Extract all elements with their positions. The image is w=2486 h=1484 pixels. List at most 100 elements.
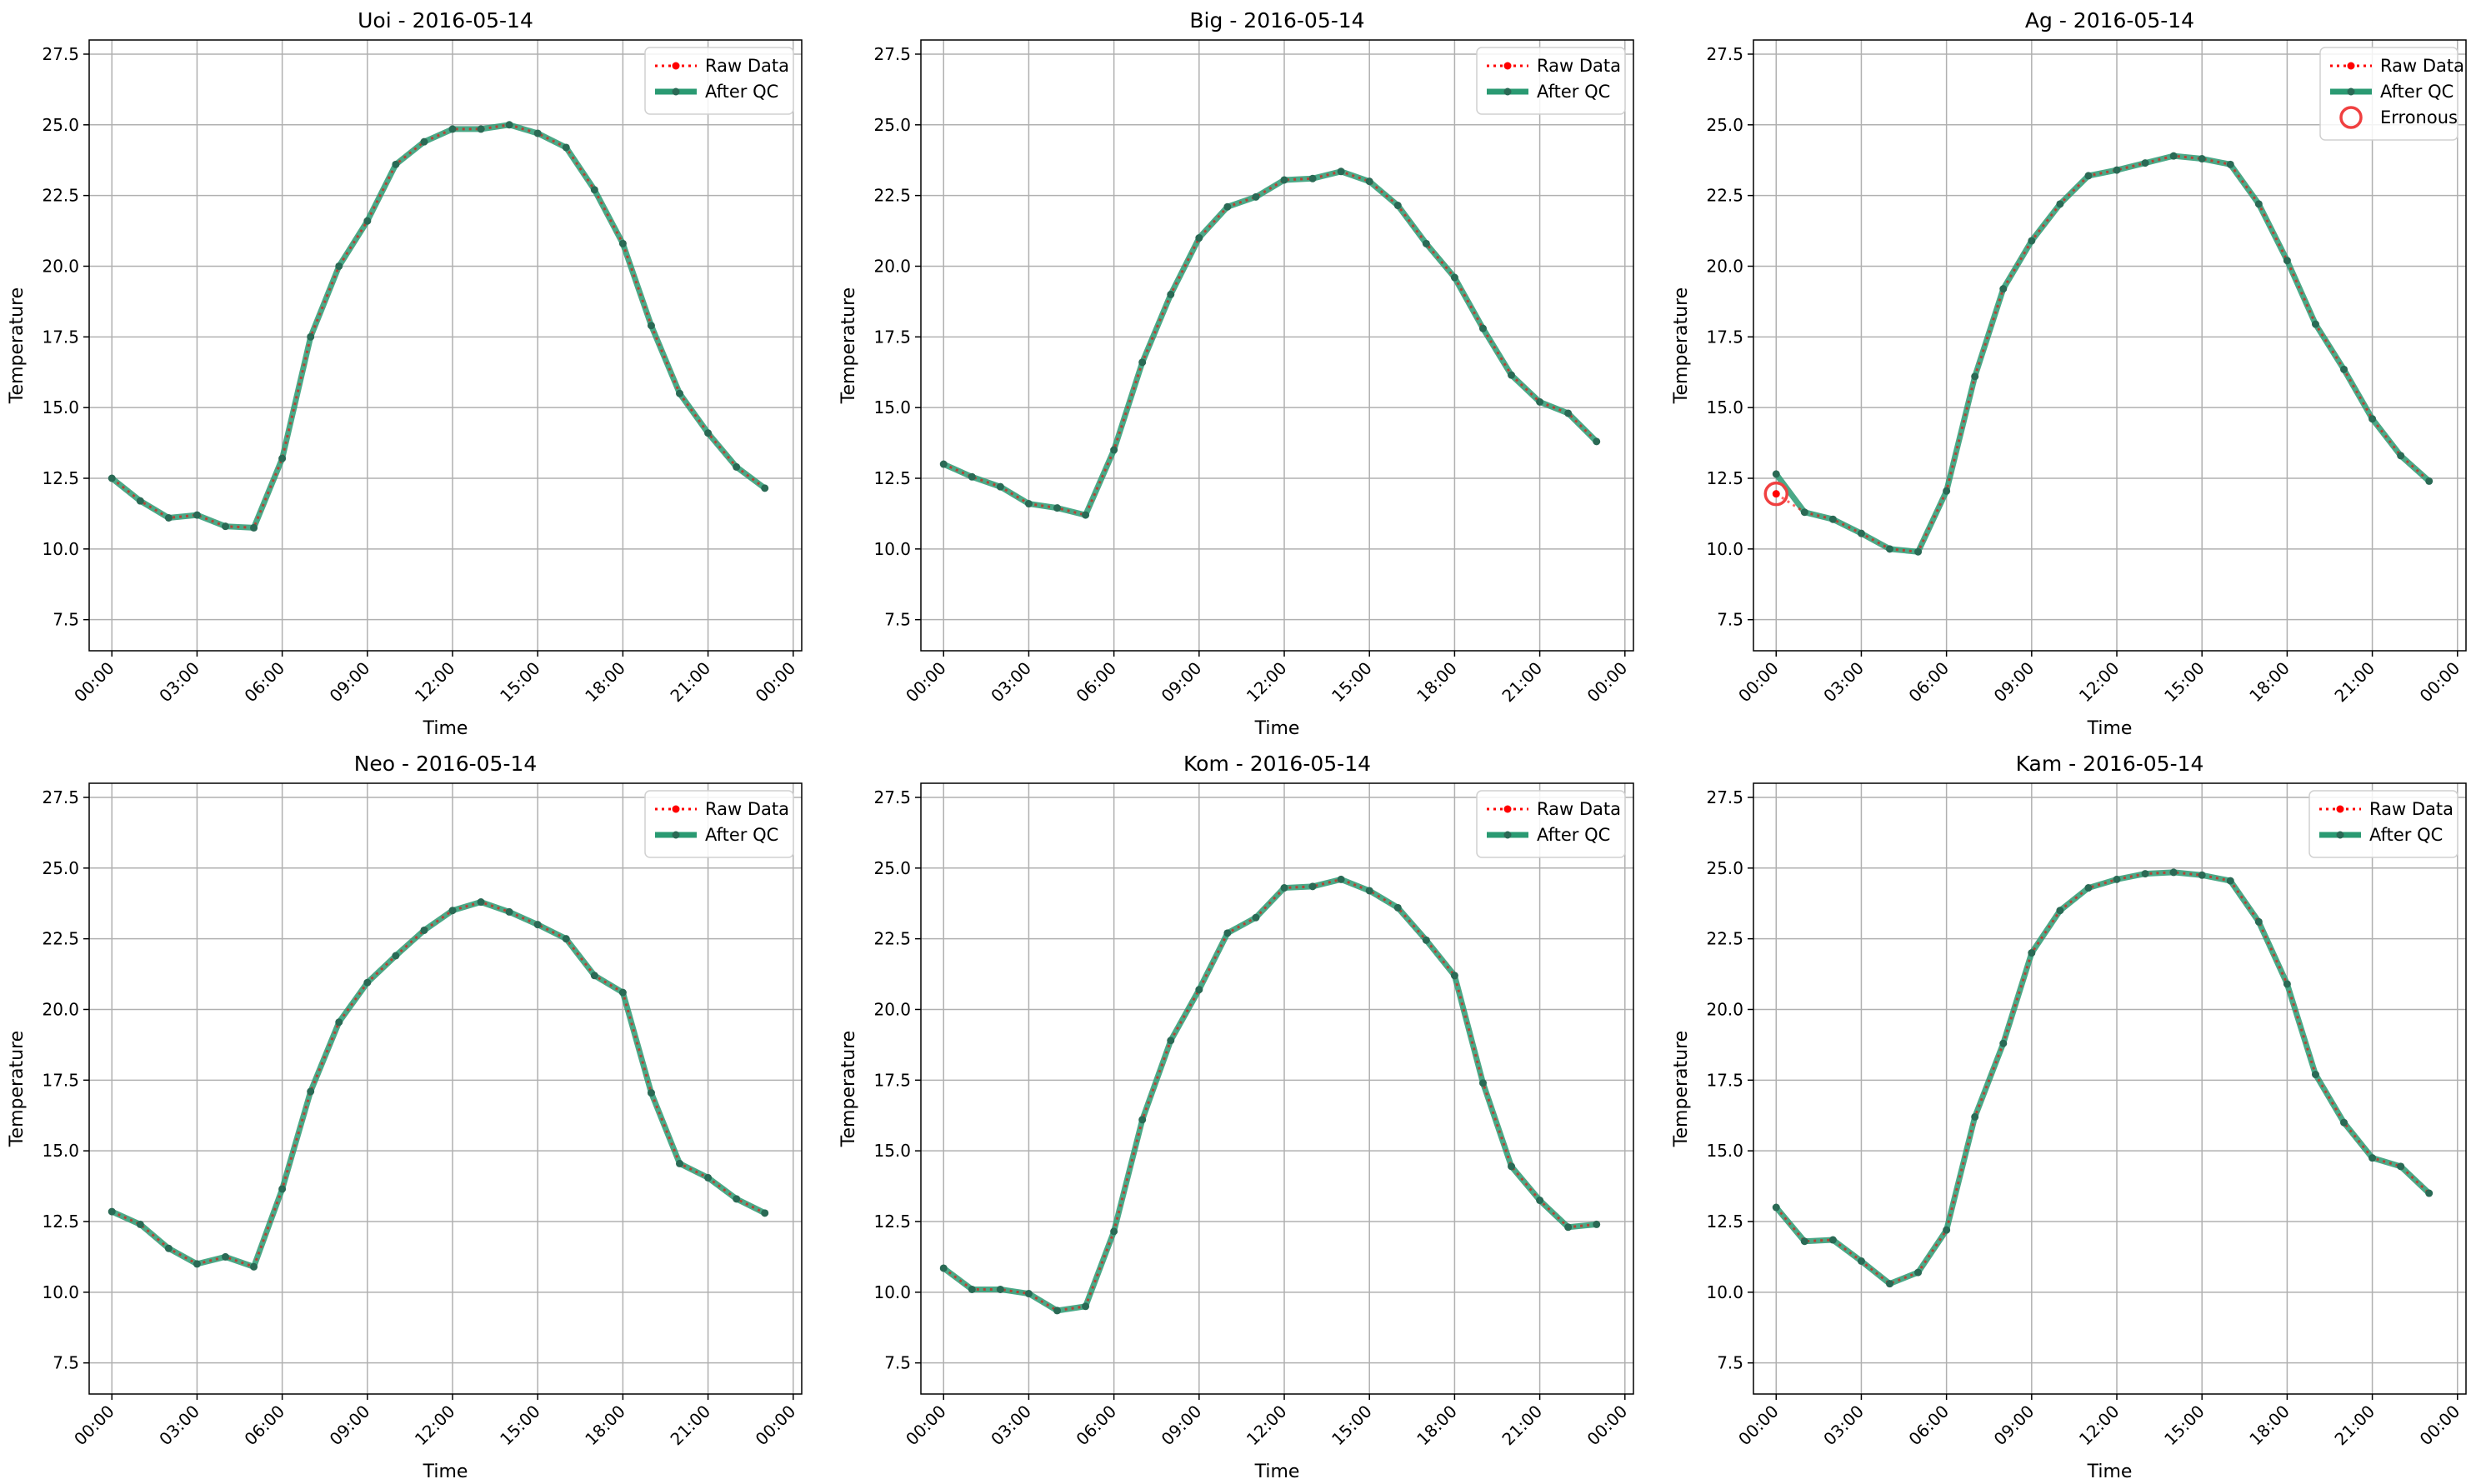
after-qc-point: [335, 1018, 343, 1027]
x-tick-label: 15:00: [2160, 1402, 2208, 1450]
x-tick-label: 12:00: [411, 1402, 459, 1450]
y-axis-label: Temperature: [838, 1031, 859, 1147]
after-qc-point: [2311, 320, 2319, 328]
after-qc-point: [2397, 1162, 2405, 1171]
after-qc-point: [2340, 1118, 2348, 1127]
after-qc-point: [1772, 1203, 1780, 1212]
after-qc-point: [533, 129, 542, 137]
legend-qc-marker: [2347, 87, 2355, 96]
after-qc-point: [562, 143, 570, 152]
x-tick-label: 06:00: [240, 658, 288, 707]
legend-label: Raw Data: [2369, 799, 2453, 819]
legend-label: After QC: [705, 825, 778, 845]
y-tick-label: 10.0: [1706, 1282, 1743, 1302]
plot-frame: [920, 782, 1634, 1395]
after-qc-point: [1450, 972, 1458, 980]
after-qc-point: [448, 125, 457, 133]
after-qc-point: [2056, 200, 2064, 208]
after-qc-point: [1024, 1290, 1033, 1298]
after-qc-point: [1943, 487, 1951, 495]
after-qc-line: [1773, 152, 2432, 555]
chart-title: Kam - 2016-05-14: [2016, 752, 2204, 776]
after-qc-point: [2226, 160, 2234, 168]
raw-data-line: [111, 123, 766, 529]
after-qc-point: [2368, 415, 2377, 423]
y-tick-label: 20.0: [1706, 256, 1743, 276]
x-tick-label: 03:00: [155, 1402, 203, 1450]
legend-raw-marker: [2347, 62, 2355, 70]
x-axis-label: Time: [1254, 1462, 1300, 1482]
legend-qc-marker: [672, 87, 680, 96]
y-tick-label: 27.5: [42, 44, 79, 64]
after-qc-point: [1593, 1220, 1601, 1228]
after-qc-point: [193, 1260, 201, 1268]
y-tick-label: 10.0: [42, 539, 79, 559]
raw-data-line: [1775, 154, 2430, 553]
y-axis-label: Temperature: [1671, 1031, 1692, 1147]
legend-box: [1476, 790, 1626, 858]
after-qc-point: [1195, 986, 1203, 994]
y-tick-label: 17.5: [42, 327, 79, 347]
after-qc-point: [996, 1285, 1004, 1293]
x-axis-label: Time: [2087, 1462, 2133, 1482]
after-qc-point: [108, 1207, 116, 1216]
x-tick-label: 00:00: [1734, 1402, 1783, 1450]
y-tick-label: 15.0: [1706, 397, 1743, 417]
after-qc-point: [590, 186, 598, 194]
legend-raw-marker: [2336, 805, 2344, 813]
x-tick-label: 00:00: [902, 1402, 950, 1450]
after-qc-point: [250, 1262, 258, 1271]
after-qc-point: [1886, 1280, 1894, 1288]
x-tick-label: 09:00: [1158, 658, 1206, 707]
after-qc-point: [761, 484, 769, 492]
plot-frame: [88, 782, 803, 1395]
after-qc-point: [420, 926, 428, 934]
after-qc-point: [647, 322, 655, 330]
y-tick-label: 15.0: [42, 397, 79, 417]
after-qc-point: [1886, 545, 1894, 553]
after-qc-point: [2311, 1071, 2319, 1079]
after-qc-point: [420, 137, 428, 146]
x-tick-label: 00:00: [70, 658, 118, 707]
x-tick-label: 21:00: [666, 1402, 714, 1450]
y-tick-label: 25.0: [42, 858, 79, 878]
legend-label: Raw Data: [705, 799, 789, 819]
after-qc-point: [1943, 1226, 1951, 1234]
legend: Raw Data After QC Erronous: [2319, 47, 2464, 141]
after-qc-point: [1564, 409, 1573, 417]
after-qc-point: [505, 907, 513, 916]
after-qc-point: [2084, 172, 2093, 180]
y-tick-label: 27.5: [1706, 787, 1743, 807]
y-tick-label: 22.5: [42, 186, 79, 206]
y-axis-label: Temperature: [7, 1031, 28, 1147]
after-qc-point: [968, 472, 976, 481]
x-tick-label: 18:00: [581, 658, 629, 707]
legend-box: [1476, 47, 1626, 115]
after-qc-point: [1508, 371, 1516, 379]
y-tick-label: 20.0: [873, 999, 911, 1019]
y-tick-label: 15.0: [873, 397, 911, 417]
subplot-4: 7.5 10.0 12.5 15.0 17.5 20.0 22.5 25.0 27.5 00:00…: [7, 752, 803, 1482]
raw-data-line: [111, 900, 766, 1269]
after-qc-point: [1422, 239, 1430, 247]
x-tick-label: 03:00: [155, 658, 203, 707]
x-tick-label: 21:00: [1498, 658, 1546, 707]
erroneous-point: [1772, 490, 1780, 498]
x-tick-label: 18:00: [581, 1402, 629, 1450]
y-tick-label: 20.0: [1706, 999, 1743, 1019]
after-qc-point: [1772, 470, 1780, 478]
raw-data-line: [943, 877, 1597, 1312]
x-tick-label: 00:00: [2416, 1402, 2464, 1450]
x-tick-label: 12:00: [2075, 1402, 2123, 1450]
after-qc-point: [1478, 1079, 1487, 1087]
after-qc-point: [1999, 1039, 2008, 1047]
x-tick-label: 21:00: [2330, 1402, 2378, 1450]
after-qc-point: [164, 1244, 173, 1252]
after-qc-point: [590, 972, 598, 980]
after-qc-point: [704, 1173, 713, 1182]
after-qc-point: [1337, 167, 1345, 176]
after-qc-line: [1773, 869, 2432, 1287]
x-tick-label: 00:00: [70, 1402, 118, 1450]
y-tick-label: 12.5: [1706, 1212, 1743, 1232]
y-tick-label: 7.5: [53, 1353, 79, 1373]
